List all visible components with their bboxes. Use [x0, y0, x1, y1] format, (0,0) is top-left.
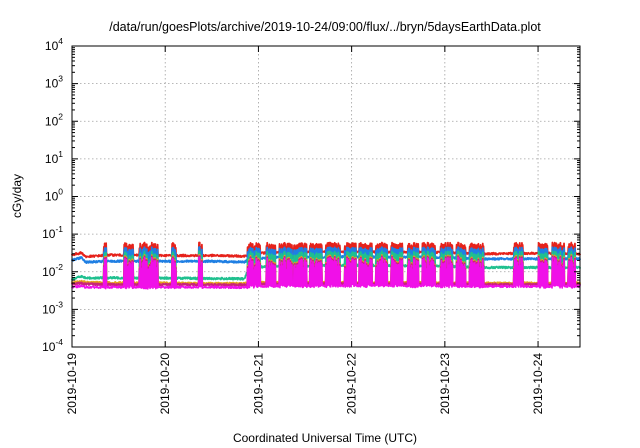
- x-tick-label: 2019-10-23: [438, 353, 452, 415]
- x-tick-label: 2019-10-24: [531, 353, 545, 415]
- y-tick-label: 101: [45, 149, 63, 166]
- grid-lines: [72, 46, 580, 347]
- y-tick-label: 100: [45, 187, 63, 204]
- x-tick-label: 2019-10-22: [345, 353, 359, 415]
- x-tick-label: 2019-10-19: [65, 353, 79, 415]
- y-tick-label: 10-4: [42, 337, 63, 354]
- y-tick-label: 103: [45, 74, 63, 91]
- ticks: [71, 45, 580, 348]
- y-tick-label: 10-2: [42, 262, 63, 279]
- x-tick-label: 2019-10-20: [158, 353, 172, 415]
- y-tick-label: 104: [45, 36, 63, 53]
- y-tick-label: 10-1: [42, 224, 63, 241]
- data-series-line: [71, 246, 581, 264]
- x-tick-labels: 2019-10-19 2019-10-20 2019-10-21 2019-10-22…: [65, 353, 545, 415]
- y-tick-label: 10-3: [42, 299, 63, 316]
- data-series-line: [71, 256, 581, 290]
- x-axis-label: Coordinated Universal Time (UTC): [233, 431, 417, 445]
- y-tick-label: 102: [45, 111, 63, 128]
- x-tick-label: 2019-10-21: [251, 353, 265, 415]
- plot-series: [71, 241, 581, 290]
- y-tick-labels: 10-4 10-3 10-2 10-1 100 101 102 103 104: [42, 36, 63, 354]
- y-axis-label: cGy/day: [10, 174, 24, 218]
- chart-title: /data/run/goesPlots/archive/2019-10-24/0…: [109, 20, 541, 34]
